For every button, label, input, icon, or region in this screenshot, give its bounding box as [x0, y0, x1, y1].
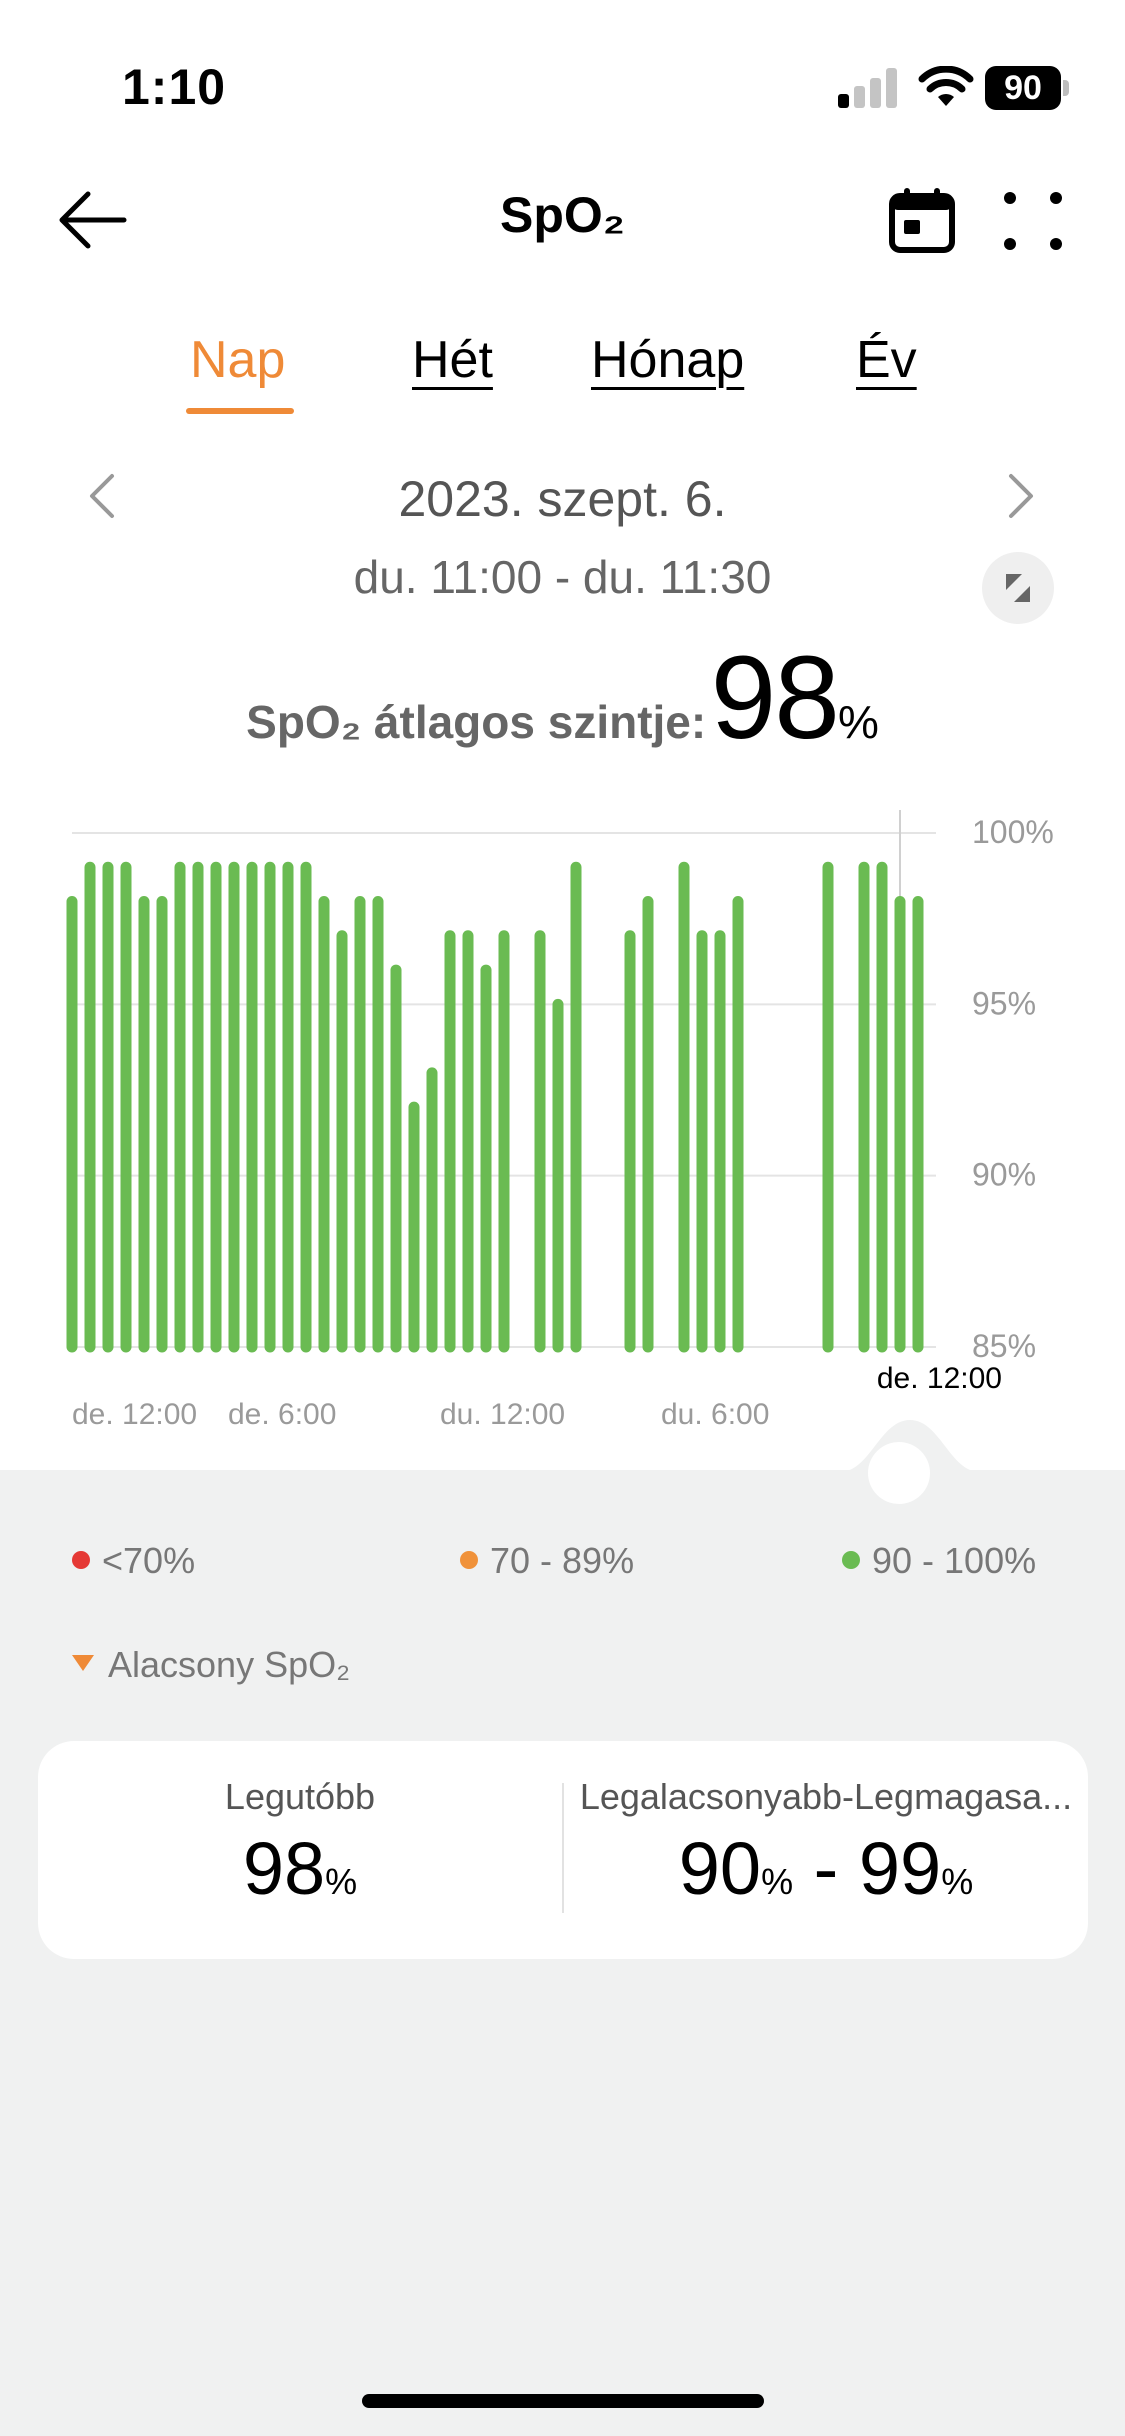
y-tick-label: 90% — [972, 1157, 1036, 1193]
home-indicator[interactable] — [362, 2394, 764, 2408]
x-tick-label: du. 6:00 — [661, 1398, 769, 1431]
legend-label: <70% — [102, 1540, 196, 1581]
tab-het[interactable]: Hét — [412, 331, 493, 389]
average-unit: % — [837, 696, 879, 748]
active-tab-indicator — [186, 408, 294, 414]
tab-honap[interactable]: Hónap — [591, 331, 745, 389]
spo2-bar-chart[interactable]: 100% 95% 90% 85% de. 12:00 de. 6:00 du. 12:00… — [0, 790, 1125, 1450]
previous-day-chevron-icon[interactable] — [78, 468, 128, 524]
legend-low: 70 - 89% — [460, 1540, 634, 1582]
x-end-label: de. 12:00 — [877, 1362, 1002, 1395]
selected-date: 2023. szept. 6. — [398, 471, 727, 527]
legend-label: 90 - 100% — [872, 1540, 1037, 1581]
tab-nap[interactable]: Nap — [190, 331, 286, 389]
legend-normal: 90 - 100% — [842, 1540, 1036, 1582]
average-label: SpO₂ átlagos szintje: — [246, 696, 707, 748]
recent-value: 98% — [242, 1827, 358, 1910]
low-spo2-label: Alacsony SpO₂ — [108, 1644, 351, 1685]
status-time: 1:10 — [122, 59, 227, 115]
legend-label: 70 - 89% — [490, 1540, 635, 1581]
selected-time-range: du. 11:00 - du. 11:30 — [353, 551, 772, 603]
low-spo2-marker-legend: Alacsony SpO₂ — [72, 1644, 350, 1686]
expand-icon — [1006, 574, 1030, 602]
x-tick-label: de. 6:00 — [228, 1398, 336, 1431]
calendar-icon[interactable] — [886, 184, 958, 256]
page-title: SpO₂ — [500, 187, 625, 243]
triangle-marker-icon — [72, 1655, 94, 1671]
range-value: 90% - 99% — [678, 1827, 974, 1910]
summary-divider — [562, 1783, 564, 1913]
battery-icon: 90 — [985, 66, 1069, 110]
legend-dot-red — [72, 1551, 90, 1569]
legend-very-low: <70% — [72, 1540, 195, 1582]
average-spo2: SpO₂ átlagos szintje: 98% — [0, 630, 1125, 766]
wifi-icon — [918, 66, 974, 106]
legend-dot-green — [842, 1551, 860, 1569]
y-tick-label: 85% — [972, 1328, 1036, 1364]
y-tick-label: 100% — [972, 814, 1054, 850]
summary-range: Legalacsonyabb-Legmagasa... 90% - 99% — [564, 1776, 1088, 1911]
x-tick-label: du. 12:00 — [440, 1398, 565, 1431]
battery-level: 90 — [985, 66, 1061, 110]
next-day-chevron-icon[interactable] — [995, 468, 1045, 524]
more-options-icon[interactable] — [1000, 188, 1066, 254]
average-value: 98 — [710, 632, 840, 764]
tab-ev[interactable]: Év — [856, 331, 917, 389]
back-arrow-icon[interactable] — [52, 180, 132, 260]
time-scrubber-handle[interactable] — [868, 1442, 930, 1504]
legend-dot-orange — [460, 1551, 478, 1569]
summary-recent: Legutóbb 98% — [38, 1776, 562, 1911]
range-label: Legalacsonyabb-Legmagasa... — [579, 1776, 1073, 1817]
fullscreen-toggle-button[interactable] — [982, 552, 1054, 624]
x-tick-label: de. 12:00 — [72, 1398, 197, 1431]
y-tick-label: 95% — [972, 985, 1036, 1021]
recent-label: Legutóbb — [224, 1776, 376, 1817]
cellular-signal-icon — [838, 68, 898, 108]
